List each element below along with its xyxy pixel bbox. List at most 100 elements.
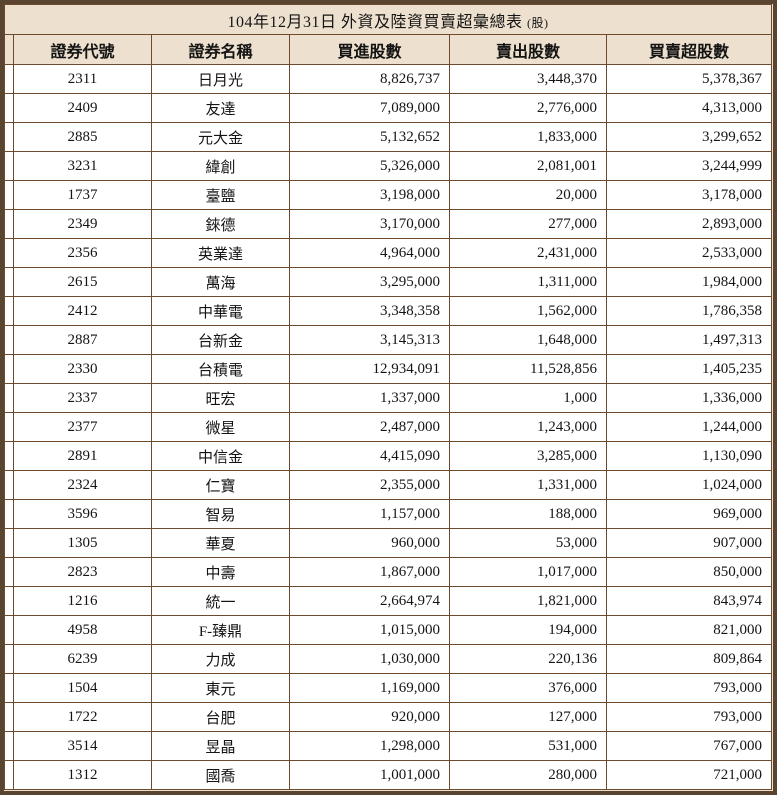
table-row: 1312 國喬 1,001,000 280,000 721,000 — [4, 760, 773, 790]
name-cell: 微星 — [151, 412, 290, 442]
code-cell: 2615 — [13, 267, 152, 297]
sell-shares-cell: 1,821,000 — [449, 586, 607, 616]
spacer-cell — [4, 122, 14, 152]
code-cell: 2412 — [13, 296, 152, 326]
sell-shares-cell: 1,243,000 — [449, 412, 607, 442]
title-row: 104年12月31日 外資及陸資買賣超彙總表 (股) — [3, 4, 773, 35]
spacer-cell — [4, 412, 14, 442]
buy-shares-cell: 4,964,000 — [289, 238, 450, 268]
name-cell: 中壽 — [151, 557, 290, 587]
buy-shares-cell: 1,157,000 — [289, 499, 450, 529]
table-row: 1305 華夏 960,000 53,000 907,000 — [4, 528, 773, 558]
table-row: 2330 台積電 12,934,091 11,528,856 1,405,235 — [4, 354, 773, 384]
net-shares-cell: 1,336,000 — [605, 383, 773, 413]
net-shares-cell: 1,405,235 — [605, 354, 773, 384]
code-cell: 4958 — [13, 615, 152, 645]
table-row: 2311 日月光 8,826,737 3,448,370 5,378,367 — [4, 64, 773, 94]
table-row: 6239 力成 1,030,000 220,136 809,864 — [4, 644, 773, 674]
buy-shares-cell: 1,015,000 — [289, 615, 450, 645]
spacer-cell — [4, 267, 14, 297]
net-shares-cell: 843,974 — [605, 586, 773, 616]
column-header-code: 證券代號 — [13, 34, 152, 65]
sell-shares-cell: 3,285,000 — [449, 441, 607, 471]
sell-shares-cell: 53,000 — [449, 528, 607, 558]
code-cell: 3231 — [13, 151, 152, 181]
spacer-cell — [4, 209, 14, 239]
table-row: 2324 仁寶 2,355,000 1,331,000 1,024,000 — [4, 470, 773, 500]
spacer-cell — [4, 296, 14, 326]
table-row: 2409 友達 7,089,000 2,776,000 4,313,000 — [4, 93, 773, 123]
code-cell: 2349 — [13, 209, 152, 239]
table-row: 3596 智易 1,157,000 188,000 969,000 — [4, 499, 773, 529]
buy-shares-cell: 7,089,000 — [289, 93, 450, 123]
table-row: 2823 中壽 1,867,000 1,017,000 850,000 — [4, 557, 773, 587]
net-shares-cell: 793,000 — [605, 673, 773, 703]
net-shares-cell: 1,024,000 — [605, 470, 773, 500]
name-cell: 智易 — [151, 499, 290, 529]
code-cell: 2330 — [13, 354, 152, 384]
net-shares-cell: 1,984,000 — [605, 267, 773, 297]
buy-shares-cell: 1,030,000 — [289, 644, 450, 674]
sell-shares-cell: 376,000 — [449, 673, 607, 703]
table-row: 2412 中華電 3,348,358 1,562,000 1,786,358 — [4, 296, 773, 326]
name-cell: 元大金 — [151, 122, 290, 152]
spacer-cell — [4, 383, 14, 413]
sell-shares-cell: 277,000 — [449, 209, 607, 239]
code-cell: 1305 — [13, 528, 152, 558]
net-shares-cell: 793,000 — [605, 702, 773, 732]
table-row: 2887 台新金 3,145,313 1,648,000 1,497,313 — [4, 325, 773, 355]
table-row: 3231 緯創 5,326,000 2,081,001 3,244,999 — [4, 151, 773, 181]
net-shares-cell: 3,244,999 — [605, 151, 773, 181]
spacer-column-header — [4, 34, 14, 65]
spacer-cell — [4, 354, 14, 384]
name-cell: F-臻鼎 — [151, 615, 290, 645]
spacer-cell — [4, 586, 14, 616]
spacer-cell — [4, 64, 14, 94]
net-shares-cell: 3,299,652 — [605, 122, 773, 152]
code-cell: 3596 — [13, 499, 152, 529]
buy-shares-cell: 2,355,000 — [289, 470, 450, 500]
spacer-cell — [4, 325, 14, 355]
spacer-cell — [4, 441, 14, 471]
summary-table: 104年12月31日 外資及陸資買賣超彙總表 (股) 證券代號 證券名稱 買進股… — [3, 4, 773, 790]
code-cell: 1312 — [13, 760, 152, 790]
spacer-cell — [4, 557, 14, 587]
name-cell: 緯創 — [151, 151, 290, 181]
net-shares-cell: 969,000 — [605, 499, 773, 529]
spacer-cell — [4, 93, 14, 123]
buy-shares-cell: 3,348,358 — [289, 296, 450, 326]
net-shares-cell: 907,000 — [605, 528, 773, 558]
name-cell: 英業達 — [151, 238, 290, 268]
buy-shares-cell: 1,001,000 — [289, 760, 450, 790]
name-cell: 臺鹽 — [151, 180, 290, 210]
code-cell: 2409 — [13, 93, 152, 123]
table-row: 2891 中信金 4,415,090 3,285,000 1,130,090 — [4, 441, 773, 471]
column-header-buy: 買進股數 — [289, 34, 450, 65]
report-title-text: 104年12月31日 外資及陸資買賣超彙總表 — [227, 13, 523, 31]
sell-shares-cell: 2,081,001 — [449, 151, 607, 181]
buy-shares-cell: 920,000 — [289, 702, 450, 732]
buy-shares-cell: 8,826,737 — [289, 64, 450, 94]
net-shares-cell: 809,864 — [605, 644, 773, 674]
name-cell: 萬海 — [151, 267, 290, 297]
code-cell: 1504 — [13, 673, 152, 703]
buy-shares-cell: 960,000 — [289, 528, 450, 558]
report-title: 104年12月31日 外資及陸資買賣超彙總表 (股) — [3, 4, 773, 35]
buy-shares-cell: 1,169,000 — [289, 673, 450, 703]
buy-shares-cell: 12,934,091 — [289, 354, 450, 384]
name-cell: 統一 — [151, 586, 290, 616]
table-row: 1504 東元 1,169,000 376,000 793,000 — [4, 673, 773, 703]
code-cell: 2887 — [13, 325, 152, 355]
sell-shares-cell: 11,528,856 — [449, 354, 607, 384]
name-cell: 友達 — [151, 93, 290, 123]
sell-shares-cell: 1,331,000 — [449, 470, 607, 500]
buy-shares-cell: 1,337,000 — [289, 383, 450, 413]
code-cell: 2324 — [13, 470, 152, 500]
code-cell: 2823 — [13, 557, 152, 587]
code-cell: 6239 — [13, 644, 152, 674]
report-title-unit: (股) — [527, 15, 549, 30]
spacer-cell — [4, 760, 14, 790]
column-header-sell: 賣出股數 — [449, 34, 607, 65]
buy-shares-cell: 2,664,974 — [289, 586, 450, 616]
